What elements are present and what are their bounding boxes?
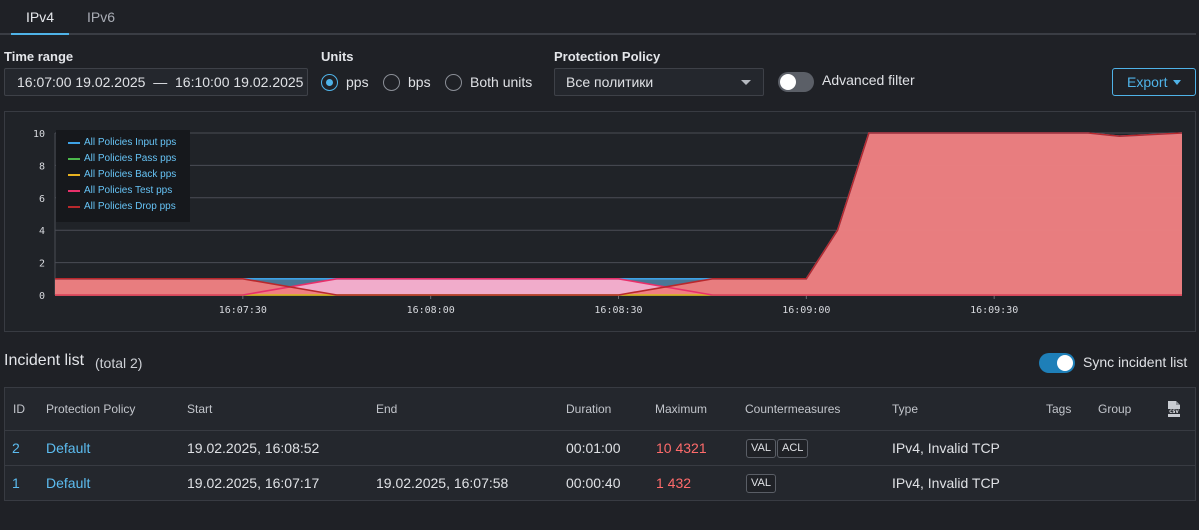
legend-item[interactable]: All Policies Back pps [68,167,190,183]
legend-swatch [68,158,80,160]
incident-id[interactable]: 2 [12,440,20,456]
y-tick-label: 10 [33,129,45,140]
sync-incident-toggle[interactable] [1039,353,1075,373]
policy-select[interactable]: Все политики [554,68,764,96]
y-tick-label: 2 [39,259,45,270]
column-header-countermeasures[interactable]: Countermeasures [745,402,841,416]
incident-maximum: 10 4321 [656,440,707,456]
table-row[interactable]: 2 Default 19.02.2025, 16:08:52 00:01:00 … [5,430,1195,465]
time-range-input[interactable]: 16:07:00 19.02.2025 — 16:10:00 19.02.202… [4,68,308,96]
incident-type: IPv4, Invalid TCP [892,475,1000,491]
x-tick-label: 16:08:00 [407,305,455,316]
units-label: Units [321,49,354,64]
time-range-label: Time range [4,49,74,64]
column-header-policy[interactable]: Protection Policy [46,402,136,416]
x-tick-label: 16:08:30 [594,305,642,316]
units-option-label: bps [408,74,431,90]
incident-table: ID Protection Policy Start End Duration … [4,387,1196,501]
advanced-filter-label: Advanced filter [822,72,915,88]
incident-policy[interactable]: Default [46,475,91,491]
table-row[interactable]: 1 Default 19.02.2025, 16:07:17 19.02.202… [5,465,1195,500]
legend-label: All Policies Input pps [84,137,177,148]
legend-item[interactable]: All Policies Pass pps [68,151,190,167]
series-area [55,278,1182,295]
units-radio-both[interactable]: Both units [445,72,532,92]
incident-policy[interactable]: Default [46,440,91,456]
legend-swatch [68,206,80,208]
column-header-maximum[interactable]: Maximum [655,402,708,416]
y-tick-label: 8 [39,161,45,172]
caret-down-icon [741,80,751,85]
legend-label: All Policies Drop pps [84,201,176,212]
csv-file-icon[interactable]: CSV [1167,401,1180,417]
column-header-start[interactable]: Start [187,402,213,416]
y-tick-label: 4 [39,226,45,237]
chart-canvas: 0 2 4 6 8 10 16:07:30 16:08:00 16:08:30 16:09:00 1… [33,129,1183,316]
sync-incident-label: Sync incident list [1083,354,1188,370]
incident-total: (total 2) [95,355,143,371]
incident-end: 19.02.2025, 16:07:58 [376,475,509,491]
incident-maximum: 1 432 [656,475,692,491]
units-radio-bps[interactable]: bps [383,72,431,92]
radio-checked-icon [321,73,338,91]
toggle-knob [1057,355,1073,371]
x-tick-label: 16:09:00 [782,305,830,316]
tab-bar: IPv4 IPv6 [0,0,1196,35]
countermeasure-badge: VAL [746,474,776,493]
units-radio-pps[interactable]: pps [321,72,369,92]
legend-swatch [68,190,80,192]
column-header-type[interactable]: Type [892,402,919,416]
radio-unchecked-icon [383,73,400,91]
units-option-label: pps [346,74,369,90]
legend-label: All Policies Test pps [84,185,173,196]
legend-swatch [68,174,80,176]
legend-item[interactable]: All Policies Input pps [68,135,190,151]
countermeasure-badge: VAL [746,439,776,458]
incident-duration: 00:00:40 [566,475,621,491]
incident-id[interactable]: 1 [12,475,20,491]
incident-start: 19.02.2025, 16:08:52 [187,440,320,456]
active-tab-indicator [11,33,69,35]
column-header-id[interactable]: ID [13,402,25,416]
radio-unchecked-icon [445,73,462,91]
column-header-end[interactable]: End [376,402,398,416]
y-tick-label: 6 [39,194,45,205]
column-header-duration[interactable]: Duration [566,402,612,416]
tab-ipv6[interactable]: IPv6 [86,9,115,25]
export-label: Export [1127,74,1168,90]
legend-label: All Policies Pass pps [84,153,177,164]
export-button[interactable]: Export [1112,68,1196,96]
legend-item[interactable]: All Policies Test pps [68,183,190,199]
svg-text:CSV: CSV [1169,409,1179,414]
units-option-label: Both units [470,74,533,90]
legend-item[interactable]: All Policies Drop pps [68,199,190,215]
toggle-knob [780,74,796,90]
policy-select-value: Все политики [566,74,654,90]
column-header-group[interactable]: Group [1098,402,1132,416]
advanced-filter-toggle[interactable] [778,72,814,92]
x-tick-label: 16:07:30 [219,305,267,316]
legend-swatch [68,142,80,144]
series-line [55,132,1183,296]
column-header-tags[interactable]: Tags [1046,402,1072,416]
x-tick-label: 16:09:30 [970,305,1018,316]
incident-list-title: Incident list [4,352,85,369]
legend-label: All Policies Back pps [84,169,177,180]
countermeasure-badge: ACL [777,439,809,458]
y-tick-label: 0 [39,291,45,302]
chart-legend[interactable]: All Policies Input pps All Policies Pass … [56,130,190,222]
policy-label: Protection Policy [554,49,661,64]
caret-down-icon [1173,80,1181,85]
tab-ipv4[interactable]: IPv4 [25,9,54,25]
incident-duration: 00:01:00 [566,440,621,456]
incident-start: 19.02.2025, 16:07:17 [187,475,320,491]
traffic-chart: 0 2 4 6 8 10 16:07:30 16:08:00 16:08:30 16:09:00 1… [4,111,1196,332]
incident-type: IPv4, Invalid TCP [892,440,1000,456]
series-area [55,133,1182,295]
